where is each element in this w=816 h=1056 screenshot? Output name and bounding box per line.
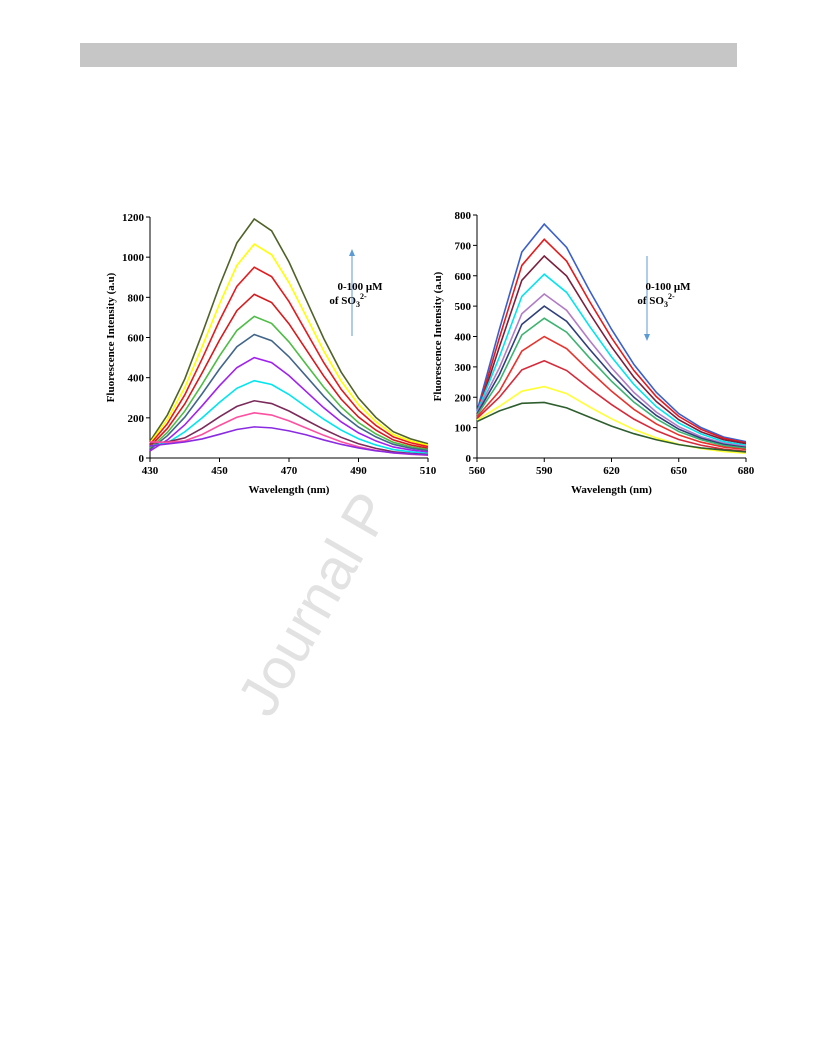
- spectrum-line: [476, 401, 747, 453]
- annotation-text: of SO: [329, 295, 356, 307]
- y-tick-label: 200: [128, 413, 145, 425]
- annotation-line: of SO32-: [637, 292, 675, 309]
- y-tick-label: 700: [455, 240, 472, 252]
- x-tick-label: 560: [469, 465, 486, 477]
- spectrum-line: [476, 305, 747, 449]
- spectrum-line: [476, 335, 747, 451]
- y-tick-label: 400: [128, 373, 145, 385]
- x-tick-label: 510: [420, 465, 437, 477]
- spectrum-line: [476, 273, 747, 447]
- y-tick-label: 100: [455, 423, 472, 435]
- y-tick-label: 1200: [122, 212, 145, 224]
- spectrum-line: [149, 243, 429, 446]
- x-tick-label: 650: [671, 465, 688, 477]
- y-tick-label: 0: [466, 453, 472, 465]
- y-tick-label: 400: [455, 332, 472, 344]
- y-tick-label: 300: [455, 362, 472, 374]
- x-tick-label: 430: [142, 465, 159, 477]
- y-tick-label: 800: [128, 292, 145, 304]
- x-tick-label: 450: [211, 465, 228, 477]
- x-tick-label: 490: [350, 465, 367, 477]
- annotation-line: 0-100 μM: [337, 281, 383, 293]
- spectrum-line: [149, 426, 429, 456]
- y-tick-label: 1000: [122, 252, 145, 264]
- x-axis-title: Wavelength (nm): [249, 484, 330, 496]
- x-tick-label: 590: [536, 465, 553, 477]
- spectrum-line: [149, 399, 429, 456]
- y-tick-label: 800: [455, 210, 472, 222]
- x-tick-label: 680: [738, 465, 755, 477]
- y-tick-label: 600: [455, 271, 472, 283]
- annotation-subscript: 3: [664, 300, 668, 309]
- y-tick-label: 0: [139, 453, 145, 465]
- y-axis-title: Fluorescence Intensity (a.u): [432, 271, 444, 401]
- header-bar: [80, 43, 737, 67]
- x-tick-label: 620: [603, 465, 620, 477]
- spectrum-line: [149, 333, 429, 452]
- spectrum-line: [476, 292, 747, 448]
- annotation-line: 0-100 μM: [645, 281, 691, 293]
- spectrum-line: [476, 359, 747, 453]
- annotation-text: of SO: [637, 295, 664, 307]
- x-tick-label: 470: [281, 465, 298, 477]
- y-tick-label: 500: [455, 301, 472, 313]
- y-axis-title: Fluorescence Intensity (a.u): [105, 272, 117, 402]
- annotation-subscript: 3: [356, 300, 360, 309]
- y-tick-label: 200: [455, 392, 472, 404]
- annotation-superscript: 2-: [360, 292, 367, 301]
- spectrum-line: [149, 293, 429, 449]
- spectrum-line: [149, 315, 429, 451]
- y-tick-label: 600: [128, 333, 145, 345]
- spectrum-line: [476, 222, 747, 443]
- watermark: Journal P: [225, 482, 404, 727]
- spectrum-line: [149, 217, 429, 445]
- spectrum-line: [149, 356, 429, 453]
- spectrum-line: [476, 238, 747, 444]
- spectrum-line: [149, 379, 429, 455]
- spectrum-line: [476, 254, 747, 445]
- x-axis-title: Wavelength (nm): [571, 484, 652, 496]
- annotation-superscript: 2-: [668, 292, 675, 301]
- spectrum-line: [149, 266, 429, 448]
- annotation-line: of SO32-: [329, 292, 367, 309]
- spectrum-line: [476, 317, 747, 450]
